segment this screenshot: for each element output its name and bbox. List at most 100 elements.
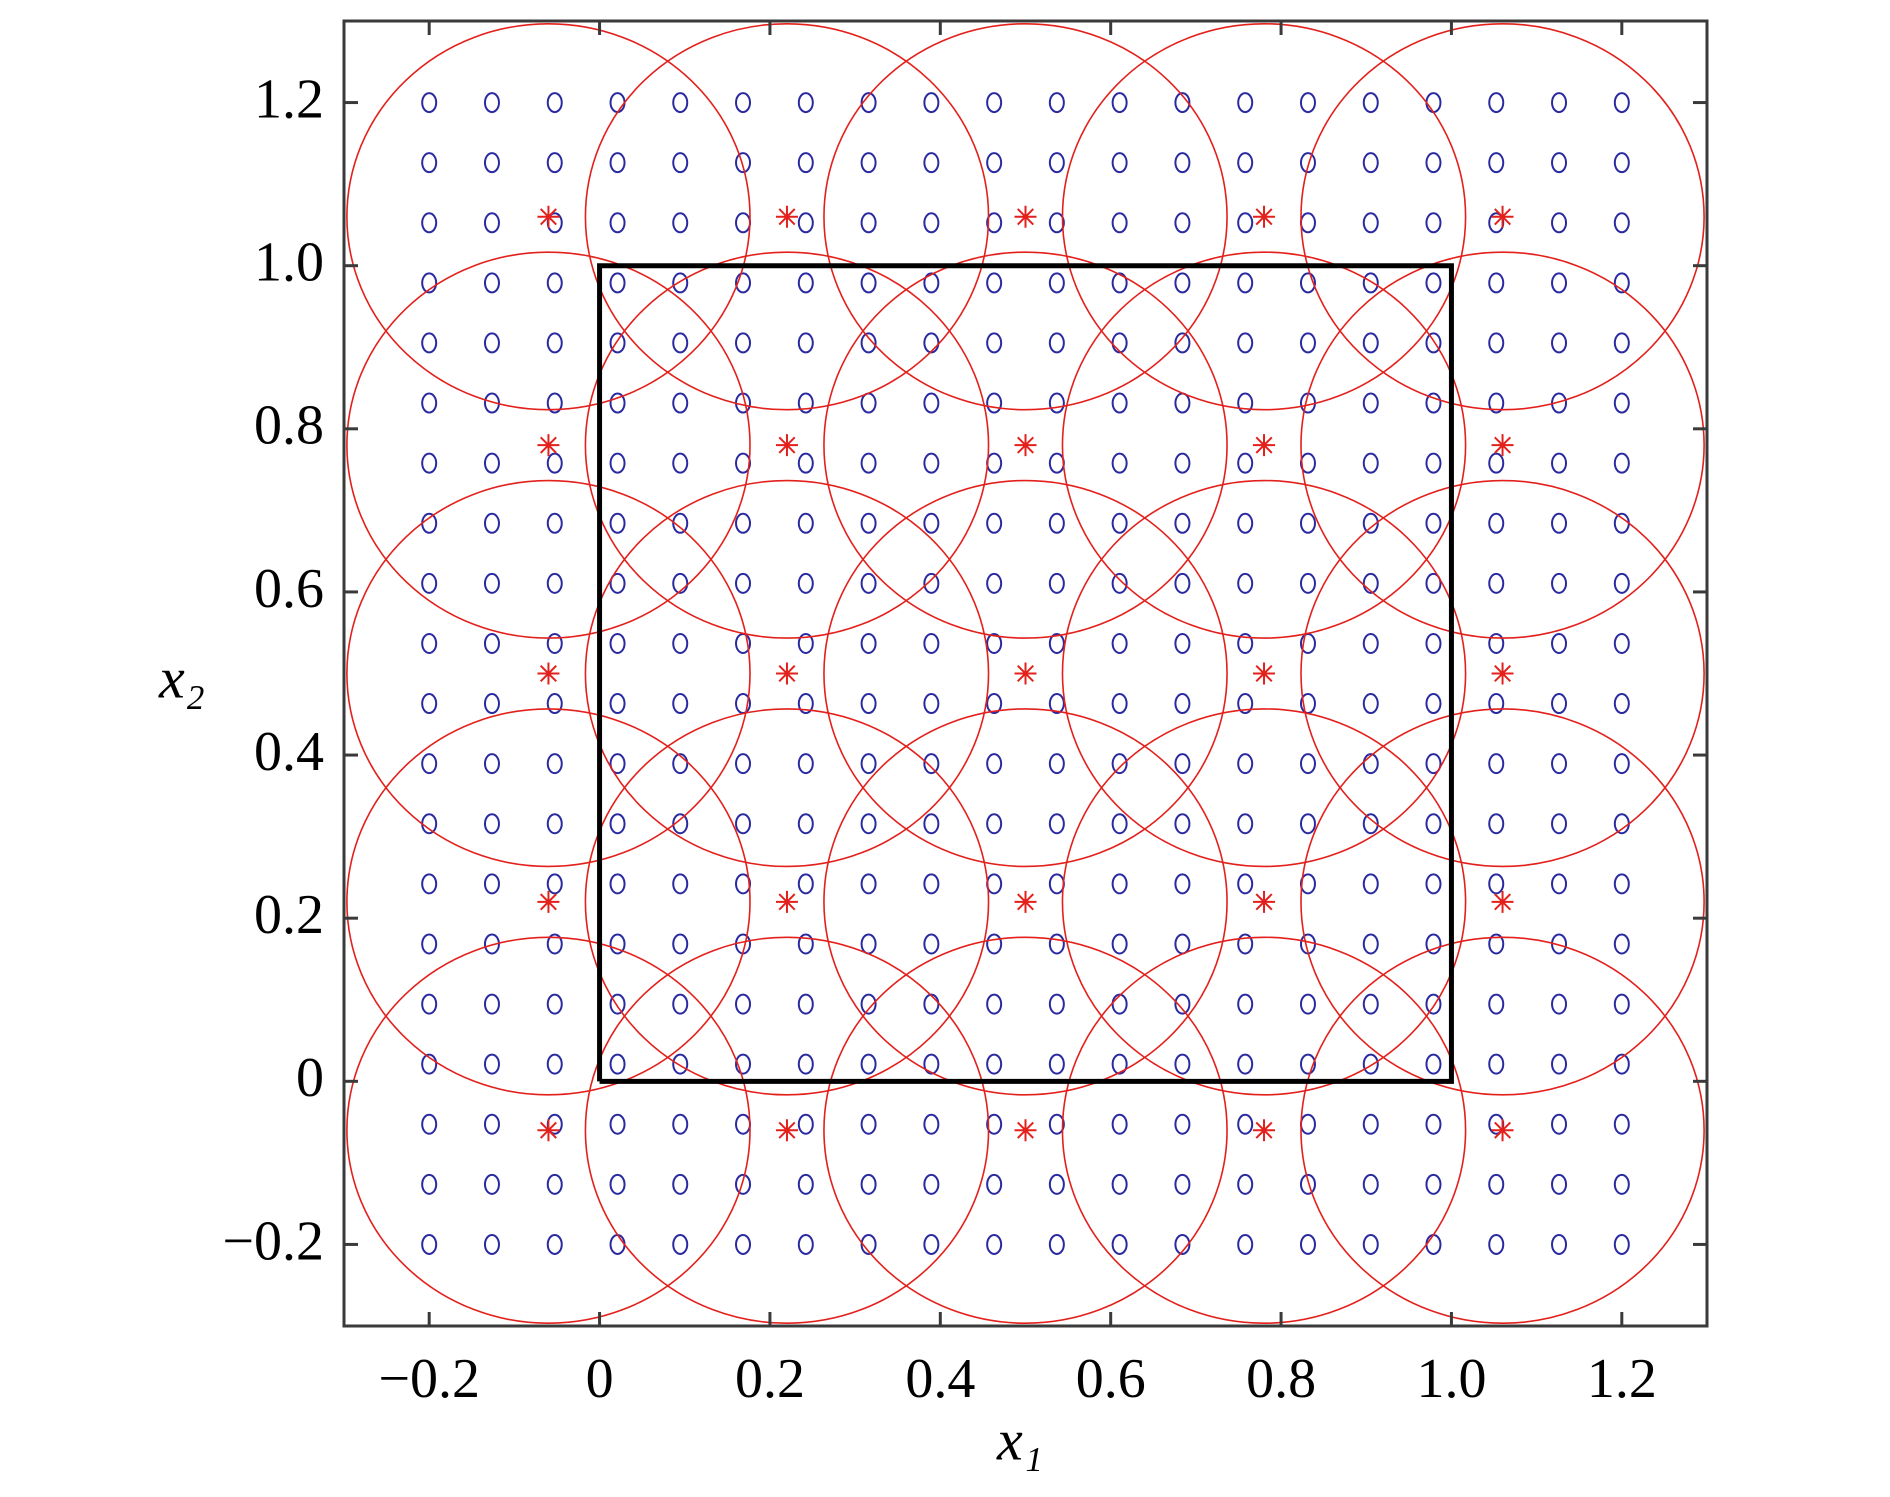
- grid-point: [986, 332, 1003, 354]
- grid-point: [923, 1053, 940, 1075]
- grid-point: [1488, 813, 1505, 835]
- grid-point: [1613, 753, 1630, 775]
- grid-point: [609, 272, 626, 294]
- grid-point: [1425, 1113, 1442, 1135]
- grid-point: [735, 813, 752, 835]
- grid-point: [1111, 632, 1128, 654]
- grid-point: [1613, 272, 1630, 294]
- grid-point: [609, 933, 626, 955]
- center-star: [1014, 662, 1037, 685]
- grid-point: [1299, 512, 1316, 534]
- grid-point: [1299, 1233, 1316, 1255]
- grid-point: [1425, 753, 1442, 775]
- grid-point: [1174, 92, 1191, 114]
- grid-point: [546, 933, 563, 955]
- grid-point: [483, 1173, 500, 1195]
- x-tick-label: 0.6: [1076, 1348, 1146, 1410]
- grid-point: [1362, 1173, 1379, 1195]
- grid-point: [1111, 873, 1128, 895]
- center-star: [1491, 434, 1514, 457]
- grid-point: [1488, 572, 1505, 594]
- grid-point: [1299, 1053, 1316, 1075]
- grid-point: [1613, 1173, 1630, 1195]
- grid-point: [609, 632, 626, 654]
- grid-point: [986, 813, 1003, 835]
- grid-point: [1299, 452, 1316, 474]
- grid-point: [1174, 272, 1191, 294]
- x-tick-label: 1.0: [1416, 1348, 1486, 1410]
- grid-point: [860, 332, 877, 354]
- grid-point: [609, 993, 626, 1015]
- coverage-circle: [1061, 936, 1467, 1325]
- coverage-circle: [584, 251, 990, 639]
- grid-point: [1613, 392, 1630, 414]
- grid-point: [421, 572, 438, 594]
- grid-point: [860, 1233, 877, 1255]
- grid-point: [1174, 753, 1191, 775]
- y-tick-label: 0.8: [254, 395, 324, 457]
- coverage-circle: [1300, 479, 1705, 868]
- grid-point: [1488, 272, 1505, 294]
- grid-point: [1048, 993, 1065, 1015]
- grid-point: [1551, 92, 1568, 114]
- grid-point: [1237, 632, 1254, 654]
- center-star: [1014, 205, 1037, 228]
- grid-point: [923, 452, 940, 474]
- grid-point: [797, 993, 814, 1015]
- grid-point: [1237, 152, 1254, 174]
- grid-point: [672, 993, 689, 1015]
- grid-point: [672, 873, 689, 895]
- coverage-circle: [346, 708, 751, 1096]
- grid-point: [1174, 512, 1191, 534]
- grid-point: [483, 152, 500, 174]
- grid-point: [797, 152, 814, 174]
- center-star: [537, 662, 560, 685]
- grid-point: [797, 212, 814, 234]
- grid-point: [672, 92, 689, 114]
- center-star: [775, 890, 798, 913]
- grid-point: [1551, 452, 1568, 474]
- grid-point: [986, 272, 1003, 294]
- grid-point: [1237, 993, 1254, 1015]
- grid-point: [1362, 873, 1379, 895]
- grid-point: [1488, 152, 1505, 174]
- grid-point: [923, 572, 940, 594]
- grid-point: [1299, 332, 1316, 354]
- grid-point: [1551, 1233, 1568, 1255]
- grid-point: [1174, 212, 1191, 234]
- grid-point: [797, 92, 814, 114]
- grid-point: [860, 272, 877, 294]
- grid-point: [1488, 873, 1505, 895]
- grid-point: [860, 1053, 877, 1075]
- grid-point: [609, 332, 626, 354]
- grid-point: [609, 873, 626, 895]
- grid-point: [546, 1233, 563, 1255]
- grid-point: [797, 753, 814, 775]
- grid-point: [797, 1113, 814, 1135]
- grid-point: [1048, 1113, 1065, 1135]
- grid-point: [1237, 813, 1254, 835]
- grid-point: [1613, 152, 1630, 174]
- grid-point: [1174, 332, 1191, 354]
- grid-point: [986, 1173, 1003, 1195]
- y-tick-label: 0.6: [254, 558, 324, 620]
- grid-point: [1362, 753, 1379, 775]
- grid-point: [1425, 1053, 1442, 1075]
- grid-point: [672, 212, 689, 234]
- grid-point: [986, 572, 1003, 594]
- grid-point: [735, 993, 752, 1015]
- grid-point: [421, 212, 438, 234]
- grid-point: [1425, 512, 1442, 534]
- grid-point: [1362, 933, 1379, 955]
- grid-point: [421, 632, 438, 654]
- coverage-circle: [346, 251, 751, 639]
- center-star: [775, 1119, 798, 1142]
- coverage-circle: [1061, 251, 1467, 639]
- grid-point: [1048, 332, 1065, 354]
- grid-point: [1551, 332, 1568, 354]
- grid-point: [421, 1053, 438, 1075]
- grid-point: [1048, 92, 1065, 114]
- coverage-circle: [584, 22, 990, 411]
- grid-point: [546, 92, 563, 114]
